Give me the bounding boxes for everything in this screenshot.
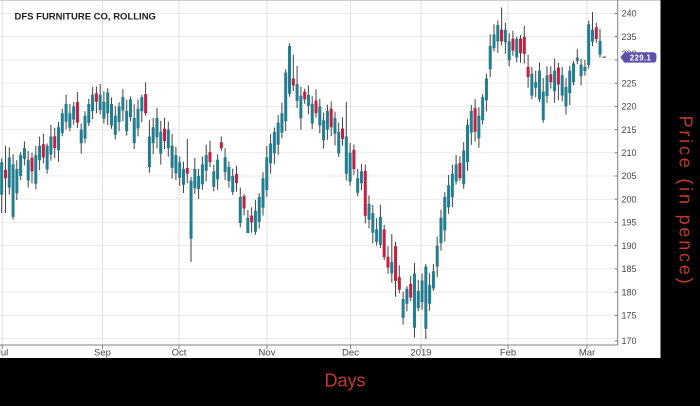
svg-text:229.1: 229.1 [630,54,652,63]
svg-text:Sep: Sep [94,348,111,359]
svg-text:220: 220 [622,102,637,112]
svg-text:175: 175 [622,311,637,321]
svg-text:Mar: Mar [579,348,595,359]
svg-text:Feb: Feb [500,348,516,359]
svg-text:Jul: Jul [0,348,8,359]
svg-text:Oct: Oct [172,348,187,359]
svg-text:DFS FURNITURE CO, ROLLING: DFS FURNITURE CO, ROLLING [15,12,156,23]
svg-text:205: 205 [622,171,637,181]
svg-text:225: 225 [622,78,637,88]
svg-text:Days: Days [324,371,365,391]
svg-text:Price (in pence): Price (in pence) [676,116,696,287]
svg-text:Nov: Nov [259,348,276,359]
svg-text:180: 180 [622,287,637,297]
svg-text:2019: 2019 [410,348,431,359]
svg-text:235: 235 [622,32,637,42]
svg-text:170: 170 [622,336,637,346]
svg-text:210: 210 [622,148,637,158]
svg-text:190: 190 [622,241,637,251]
svg-text:Dec: Dec [342,348,359,359]
svg-text:240: 240 [622,9,637,19]
svg-text:215: 215 [622,125,637,135]
svg-text:185: 185 [622,264,637,274]
svg-text:200: 200 [622,194,637,204]
svg-text:195: 195 [622,218,637,228]
